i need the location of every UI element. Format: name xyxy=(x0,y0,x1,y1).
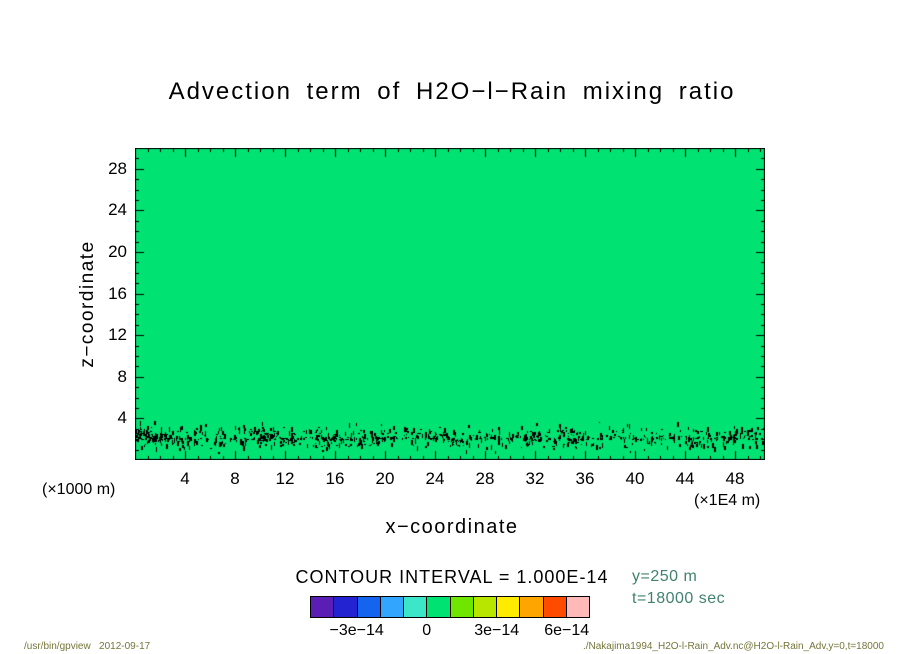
colorbar-cell xyxy=(497,597,521,617)
chart-title: Advection term of H2O−l−Rain mixing rati… xyxy=(168,78,736,105)
x-axis-tick-label: 44 xyxy=(675,469,695,488)
x-axis-tick-label: 40 xyxy=(625,469,645,488)
contour-interval-label: CONTOUR INTERVAL = 1.000E-14 xyxy=(295,567,609,587)
colorbar-cell xyxy=(566,597,589,617)
colorbar-cell xyxy=(311,597,335,617)
x-axis-tick-label: 16 xyxy=(325,469,345,488)
colorbar-cell xyxy=(427,597,451,617)
colorbar-cell xyxy=(450,597,474,617)
x-axis-tick-label: 24 xyxy=(425,469,445,488)
colorbar-cell xyxy=(473,597,497,617)
colorbar-tick-label: 0 xyxy=(422,622,432,639)
colorbar xyxy=(310,596,590,618)
y-axis-tick-label: 24 xyxy=(108,200,127,220)
y-axis-tick-label: 8 xyxy=(117,366,127,386)
colorbar-tick-label: 3e−14 xyxy=(474,622,520,639)
x-axis-tick-label: 8 xyxy=(230,469,240,488)
x-axis-tick-label: 36 xyxy=(575,469,595,488)
colorbar-cell xyxy=(543,597,567,617)
y-axis-tick-label: 16 xyxy=(108,283,127,303)
y-axis-unit: (×1000 m) xyxy=(42,481,116,498)
x-axis-label: x−coordinate xyxy=(385,516,519,538)
x-axis-unit: (×1E4 m) xyxy=(694,492,761,509)
y-axis-tick-label: 28 xyxy=(108,158,127,178)
x-axis-tick-label: 32 xyxy=(525,469,545,488)
contour-field-canvas xyxy=(135,148,765,460)
x-axis-tick-label: 48 xyxy=(725,469,745,488)
colorbar-tick-label: 6e−14 xyxy=(544,622,590,639)
colorbar-cell xyxy=(357,597,381,617)
footer-source: ./Nakajima1994_H2O-l-Rain_Adv.nc@H2O-l-R… xyxy=(582,641,884,652)
colorbar-cell xyxy=(404,597,428,617)
x-axis-tick-label: 20 xyxy=(375,469,395,488)
plot-area xyxy=(135,148,765,460)
y-axis-tick-label: 20 xyxy=(108,242,127,261)
x-axis-tick-label: 28 xyxy=(475,469,495,488)
y-axis-tick-label: 4 xyxy=(117,408,127,428)
colorbar-cell xyxy=(334,597,358,617)
x-axis-tick-label: 4 xyxy=(180,469,190,488)
y-axis-tick-label: 12 xyxy=(108,325,127,345)
footer-command: /usr/bin/gpview 2012-09-17 xyxy=(24,641,151,652)
colorbar-cell xyxy=(520,597,544,617)
slice-annotation: y=250 m xyxy=(632,568,698,585)
colorbar-tick-label: −3e−14 xyxy=(329,622,384,639)
x-axis-tick-label: 12 xyxy=(275,469,295,488)
colorbar-cell xyxy=(380,597,404,617)
time-annotation: t=18000 sec xyxy=(632,590,726,607)
